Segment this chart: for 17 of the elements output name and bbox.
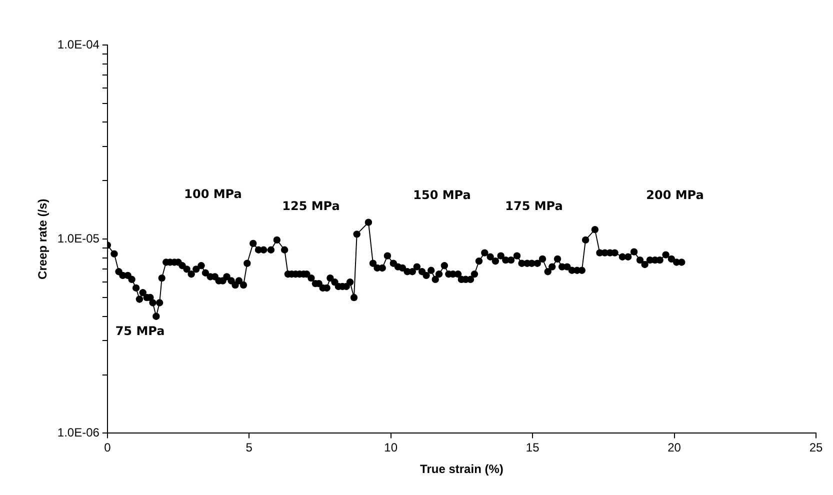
- annotation: 150 MPa: [413, 188, 471, 202]
- x-axis-title: True strain (%): [420, 462, 504, 476]
- y-tick-label: 1.0E-05: [57, 231, 100, 246]
- annotation: 175 MPa: [505, 199, 563, 214]
- y-tick-label: 1.0E-06: [57, 426, 100, 440]
- x-tick-label: 15: [526, 440, 540, 455]
- y-axis-title: Creep rate (/s): [36, 198, 50, 280]
- x-tick-label: 20: [668, 440, 682, 455]
- x-tick-label: 5: [246, 440, 253, 455]
- x-tick-label: 10: [384, 440, 398, 455]
- annotation: 100 MPa: [184, 187, 242, 202]
- x-tick-label: 25: [809, 440, 823, 455]
- y-tick-label: 1.0E-04: [57, 37, 100, 52]
- annotation: 75 MPa: [115, 324, 165, 338]
- annotation: 125 MPa: [282, 199, 340, 214]
- x-tick-label: 0: [104, 440, 112, 455]
- annotation: 200 MPa: [646, 188, 704, 202]
